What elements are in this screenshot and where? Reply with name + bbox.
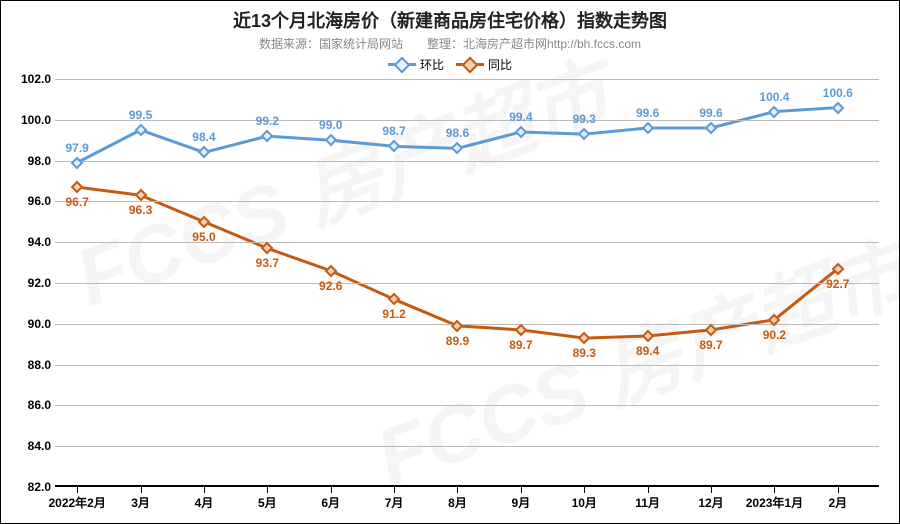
y-axis-label: 90.0: [11, 317, 51, 331]
data-point-label: 98.7: [382, 124, 405, 138]
x-tick: [77, 487, 78, 493]
data-point-label: 100.4: [759, 90, 789, 104]
y-axis-label: 100.0: [11, 113, 51, 127]
legend-item-huanbi: 环比: [388, 56, 444, 73]
x-tick: [521, 487, 522, 493]
x-axis-label: 11月: [635, 494, 660, 511]
x-axis-label: 8月: [448, 494, 467, 511]
x-axis: [55, 485, 879, 487]
legend-item-tongbi: 同比: [456, 56, 512, 73]
y-gridline: [55, 120, 879, 121]
y-gridline: [55, 79, 879, 80]
legend: 环比 同比: [1, 56, 899, 73]
x-tick: [394, 487, 395, 493]
x-axis-label: 7月: [385, 494, 404, 511]
data-point-label: 100.6: [823, 86, 853, 100]
y-axis-label: 102.0: [11, 72, 51, 86]
data-point-label: 92.6: [319, 279, 342, 293]
x-axis-label: 4月: [195, 494, 214, 511]
legend-swatch-tongbi: [456, 63, 484, 66]
data-point-label: 89.4: [636, 344, 659, 358]
legend-label-huanbi: 环比: [420, 56, 444, 73]
data-point-label: 98.6: [446, 126, 469, 140]
x-axis-label: 2023年1月: [746, 494, 803, 511]
y-axis-label: 98.0: [11, 154, 51, 168]
x-tick: [457, 487, 458, 493]
y-gridline: [55, 365, 879, 366]
data-point-label: 97.9: [65, 141, 88, 155]
y-gridline: [55, 405, 879, 406]
data-point-label: 99.0: [319, 118, 342, 132]
y-axis-label: 96.0: [11, 194, 51, 208]
chart-subtitle: 数据来源：国家统计局网站 整理：北海房产超市网http://bh.fccs.co…: [1, 35, 899, 52]
x-axis-label: 2022年2月: [48, 494, 105, 511]
y-gridline: [55, 242, 879, 243]
x-tick: [584, 487, 585, 493]
x-axis-label: 12月: [698, 494, 723, 511]
y-axis-label: 94.0: [11, 235, 51, 249]
y-axis-label: 92.0: [11, 276, 51, 290]
data-point-label: 93.7: [256, 256, 279, 270]
x-tick: [204, 487, 205, 493]
x-tick: [711, 487, 712, 493]
x-axis-label: 9月: [512, 494, 531, 511]
y-gridline: [55, 324, 879, 325]
data-point-label: 99.2: [256, 114, 279, 128]
x-tick: [648, 487, 649, 493]
y-gridline: [55, 161, 879, 162]
x-tick: [838, 487, 839, 493]
y-gridline: [55, 201, 879, 202]
data-point-label: 96.3: [129, 203, 152, 217]
y-gridline: [55, 446, 879, 447]
data-point-label: 99.3: [573, 112, 596, 126]
data-point-label: 89.7: [699, 338, 722, 352]
y-gridline: [55, 283, 879, 284]
x-tick: [774, 487, 775, 493]
data-point-label: 99.5: [129, 108, 152, 122]
legend-swatch-huanbi: [388, 63, 416, 66]
y-axis-label: 88.0: [11, 358, 51, 372]
data-point-label: 89.7: [509, 338, 532, 352]
series-line: [77, 187, 838, 338]
y-axis-label: 86.0: [11, 398, 51, 412]
x-tick: [267, 487, 268, 493]
x-axis-label: 10月: [572, 494, 597, 511]
data-point-label: 96.7: [65, 195, 88, 209]
data-point-label: 89.3: [573, 346, 596, 360]
chart-container: 近13个月北海房价（新建商品房住宅价格）指数走势图 数据来源：国家统计局网站 整…: [0, 0, 900, 524]
x-tick: [331, 487, 332, 493]
y-axis-label: 84.0: [11, 439, 51, 453]
x-axis-label: 6月: [321, 494, 340, 511]
data-point-label: 99.6: [699, 106, 722, 120]
data-point-label: 98.4: [192, 130, 215, 144]
data-point-label: 91.2: [382, 307, 405, 321]
data-point-label: 92.7: [826, 277, 849, 291]
x-tick: [141, 487, 142, 493]
chart-title: 近13个月北海房价（新建商品房住宅价格）指数走势图: [1, 1, 899, 33]
data-point-label: 99.6: [636, 106, 659, 120]
legend-label-tongbi: 同比: [488, 56, 512, 73]
x-axis-label: 2月: [828, 494, 847, 511]
data-point-label: 99.4: [509, 110, 532, 124]
x-axis-label: 3月: [131, 494, 150, 511]
y-axis-label: 82.0: [11, 480, 51, 494]
data-point-label: 95.0: [192, 230, 215, 244]
data-point-label: 89.9: [446, 334, 469, 348]
x-axis-label: 5月: [258, 494, 277, 511]
data-point-label: 90.2: [763, 328, 786, 342]
chart-plot-area: 82.084.086.088.090.092.094.096.098.0100.…: [55, 79, 879, 487]
